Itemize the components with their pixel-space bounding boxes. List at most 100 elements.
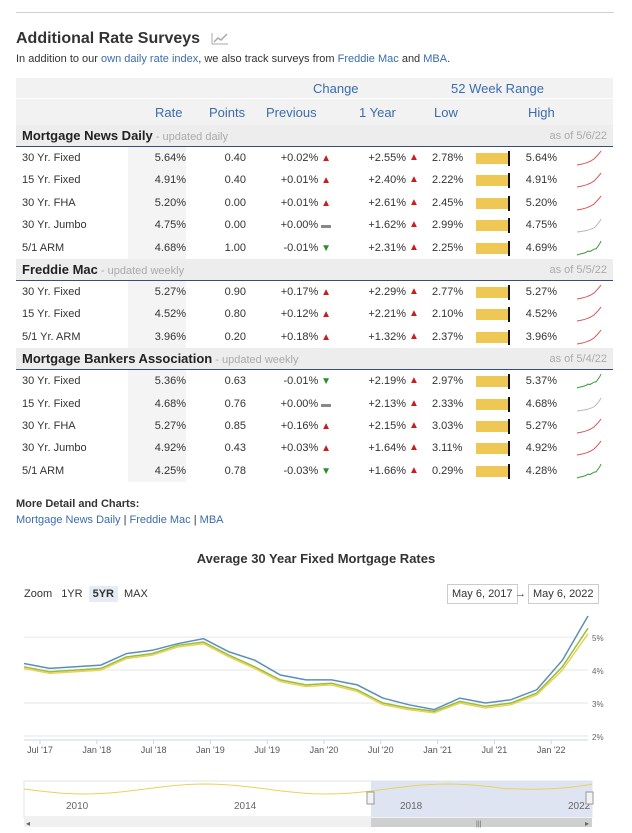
rate-surveys-table: Change 52 Week Range Rate Points Previou… — [16, 78, 613, 483]
high-value: 5.27% — [525, 285, 557, 298]
product-label: 15 Yr. Fixed — [22, 174, 81, 187]
survey-group-header: Mortgage Bankers Association - updated w… — [16, 348, 613, 371]
navigator-scrollbar-thumb[interactable] — [371, 818, 592, 827]
navigator-left-handle[interactable] — [366, 791, 375, 805]
navigator-selection[interactable] — [371, 781, 592, 817]
range-bar — [476, 465, 509, 477]
product-label: 5/1 ARM — [22, 464, 65, 477]
previous-change-cell: +0.18% ▲ — [251, 331, 331, 343]
arrow-up-icon: ▲ — [409, 464, 419, 476]
dash-icon: ▬ — [318, 398, 331, 410]
range-bar-marker — [508, 284, 510, 300]
freddie-mac-link[interactable]: Freddie Mac — [337, 53, 399, 65]
low-value: 3.11% — [432, 442, 463, 455]
chart-title: Average 30 Year Fixed Mortgage Rates — [196, 551, 436, 566]
range-bar-marker — [508, 151, 510, 166]
x-tick-label: Jan '21 — [423, 745, 452, 755]
range-bar-marker — [508, 173, 510, 189]
range-bar — [476, 153, 509, 164]
arrow-up-icon: ▲ — [318, 443, 331, 455]
high-value: 4.28% — [525, 464, 557, 477]
scroll-left-icon[interactable]: ◂ — [26, 819, 30, 828]
table-row: 30 Yr. FHA 5.27% 0.85 +2.15% 3.03% 5.27% +0.16… — [16, 414, 613, 438]
low-value: 2.45% — [432, 196, 464, 209]
x-tick-label: Jan '22 — [537, 745, 566, 755]
more-detail-title: More Detail and Charts: — [16, 498, 140, 510]
table-row: 15 Yr. Fixed 4.68% 0.76 +2.13% 2.33% 4.68% +0.… — [16, 392, 613, 415]
range-bar-marker — [508, 418, 510, 434]
high-value: 5.20% — [525, 196, 557, 209]
mba-link[interactable]: MBA — [423, 53, 448, 65]
previous-change-cell: +0.01% ▲ — [251, 174, 331, 186]
rate-value: 4.92% — [154, 442, 186, 455]
rate-value: 5.64% — [154, 152, 186, 164]
arrow-up-icon: ▲ — [318, 420, 331, 432]
trend-chart-icon[interactable] — [211, 32, 229, 45]
sparkline-path — [576, 329, 602, 345]
table-group-header: Change 52 Week Range — [16, 78, 613, 99]
date-to-input[interactable]: May 6, 2022 — [528, 584, 599, 604]
section-title: Additional Rate Surveys — [16, 30, 229, 48]
sparkline-icon — [576, 463, 602, 479]
date-from-input[interactable]: May 6, 2017 — [447, 584, 518, 604]
rate-column-shade — [128, 414, 186, 438]
freddie-mac-detail-link[interactable]: Freddie Mac — [129, 514, 191, 526]
intro-text-part: . — [447, 53, 451, 65]
zoom-max-button[interactable]: MAX — [124, 588, 148, 600]
sparkline-icon — [576, 397, 602, 412]
arrow-up-icon: ▲ — [318, 331, 331, 343]
navigator-label-2010: 2010 — [66, 801, 89, 812]
zoom-5yr-button[interactable]: 5YR — [88, 586, 118, 602]
scroll-right-icon[interactable]: ▸ — [585, 819, 589, 828]
mortgage-news-daily-link[interactable]: Mortgage News Daily — [16, 514, 121, 526]
survey-group-name-text: Mortgage News Daily — [22, 128, 153, 143]
points-value: 1.00 — [224, 241, 246, 254]
sparkline-path — [576, 373, 602, 389]
previous-change-value: +0.01% — [280, 196, 319, 209]
navigator-right-handle[interactable] — [585, 791, 594, 805]
product-label: 30 Yr. FHA — [22, 196, 76, 209]
zoom-1yr-button[interactable]: 1YR — [61, 588, 83, 600]
survey-as-of-date: as of 5/4/22 — [549, 353, 608, 366]
x-tick-label: Jul '19 — [254, 745, 280, 755]
rate-value: 5.20% — [154, 196, 186, 209]
mortgage-rate-chart[interactable]: 2% 3% 4% 5% Jul '17 Jan '18 Jul '18 Jan '19 Jul … — [0, 606, 632, 766]
arrow-up-icon: ▲ — [409, 219, 419, 231]
arrow-up-icon: ▲ — [318, 175, 331, 187]
points-column-header: Points — [209, 105, 246, 120]
previous-change-cell: -0.01% ▼ — [251, 375, 331, 387]
rate-value: 5.36% — [154, 375, 186, 388]
daily-rate-index-link[interactable]: own daily rate index — [101, 53, 199, 65]
range-bar-marker — [508, 218, 510, 234]
range-bar — [476, 331, 509, 343]
high-value: 4.92% — [525, 442, 557, 455]
product-label: 15 Yr. Fixed — [22, 397, 81, 410]
navigator-scrollbar[interactable] — [24, 818, 592, 827]
previous-change-cell: +0.12% ▲ — [251, 308, 331, 320]
points-value: 0.76 — [224, 397, 246, 410]
survey-group-name-text: Mortgage Bankers Association — [22, 351, 213, 367]
survey-group-name: Mortgage News Daily - updated daily — [22, 128, 228, 143]
previous-change-value: -0.01% — [283, 241, 319, 254]
range-bar — [476, 175, 509, 187]
sparkline-icon — [576, 195, 602, 211]
mba-detail-link[interactable]: MBA — [199, 514, 224, 526]
chart-navigator[interactable]: 2010 2014 2018 2022 ||| ◂ ▸ — [0, 780, 632, 830]
sparkline-path — [576, 463, 602, 479]
product-label: 30 Yr. Jumbo — [22, 219, 87, 232]
points-value: 0.78 — [224, 464, 246, 477]
x-tick-label: Jul '18 — [141, 745, 167, 755]
range-bar-marker — [508, 329, 510, 345]
rate-value: 5.27% — [154, 285, 186, 298]
survey-group-name: Mortgage Bankers Association - updated w… — [22, 351, 298, 366]
high-value: 4.69% — [525, 241, 557, 254]
one-year-change-value: +2.21% — [368, 308, 406, 321]
x-tick-label: Jan '18 — [82, 745, 111, 755]
range-bar-marker — [508, 240, 510, 256]
one-year-change-value: +2.13% — [368, 397, 406, 410]
one-year-change-value: +1.64% — [368, 442, 406, 455]
one-year-change-value: +2.19% — [368, 375, 406, 388]
one-year-change-value: +1.32% — [368, 330, 406, 343]
range-bar — [476, 376, 509, 388]
y-tick-label: 2% — [592, 733, 604, 742]
